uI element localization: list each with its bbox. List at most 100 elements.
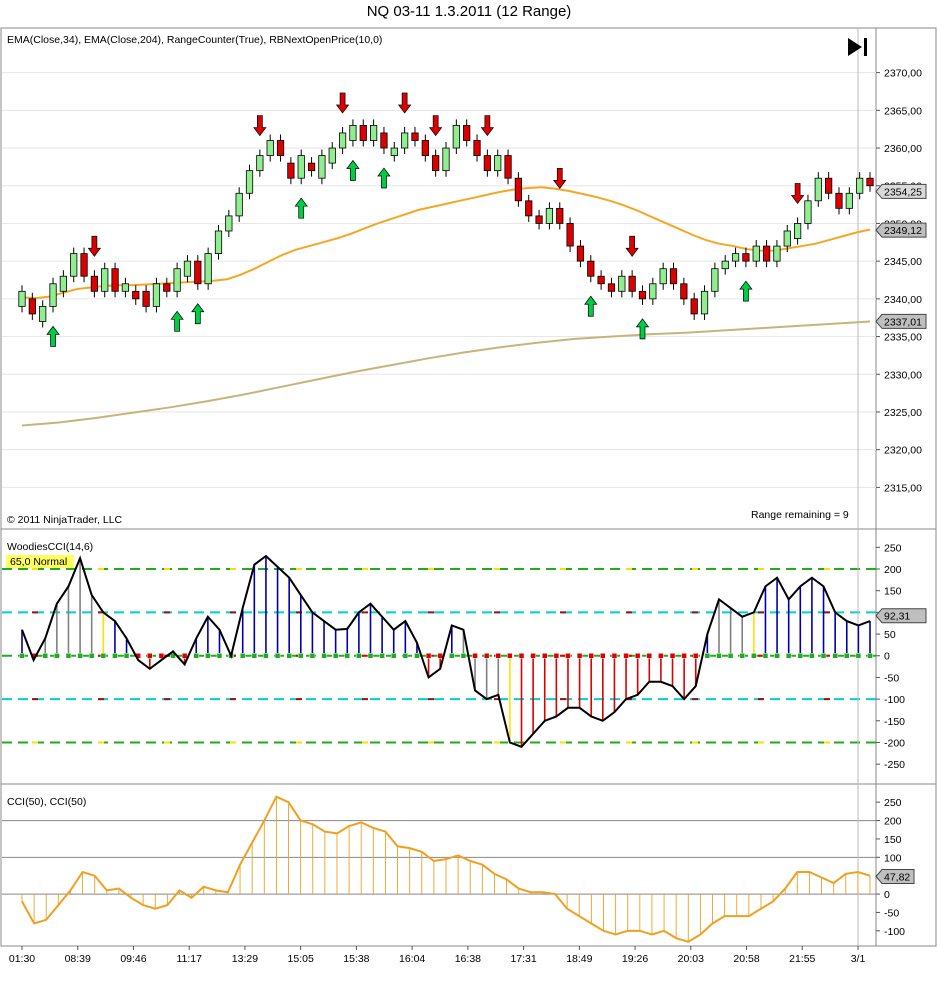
buy-arrow-icon <box>294 197 308 219</box>
woodies-zero-marker <box>541 652 548 659</box>
buy-arrow-icon <box>584 295 598 317</box>
up-candle <box>173 268 181 292</box>
woodies-zero-marker <box>739 652 745 659</box>
woodies-tick-label: -100 <box>884 694 905 706</box>
woodies-zero-marker <box>77 652 83 659</box>
woodies-zero-marker <box>449 652 455 659</box>
sell-arrow-icon <box>253 115 267 137</box>
woodies-zero-marker <box>727 652 734 659</box>
woodies-zero-marker <box>797 652 804 659</box>
sell-arrow-icon <box>790 183 805 205</box>
up-candle <box>225 215 233 232</box>
woodies-zero-marker <box>100 652 107 659</box>
down-candle <box>359 125 367 141</box>
down-candle <box>504 155 512 179</box>
woodies-zero-marker <box>681 652 687 659</box>
up-candle <box>401 132 409 149</box>
up-candle <box>328 147 336 164</box>
time-tick-label: 19:26 <box>622 953 648 965</box>
down-candle <box>576 245 585 262</box>
woodies-cci-line <box>21 554 871 748</box>
buy-arrow-icon <box>635 318 650 340</box>
up-candle <box>390 147 398 156</box>
up-candle <box>39 305 47 322</box>
woodies-tick-label: -250 <box>884 759 905 771</box>
down-candle <box>628 275 636 292</box>
down-candle <box>566 223 574 247</box>
woodies-zero-marker <box>65 652 72 659</box>
woodies-zero-marker <box>216 652 223 659</box>
play-next-icon[interactable] <box>848 38 867 56</box>
up-candle <box>618 275 626 292</box>
woodies-zero-marker <box>414 652 420 659</box>
cci-tick-label: 150 <box>884 834 902 846</box>
woodies-zero-marker <box>344 652 351 659</box>
down-candle <box>163 283 171 292</box>
down-candle <box>28 298 36 315</box>
woodies-zero-marker <box>565 652 571 659</box>
up-candle <box>794 223 802 239</box>
down-candle <box>638 290 647 300</box>
woodies-zero-marker <box>309 652 316 659</box>
cci-tick-label: 0 <box>884 889 890 901</box>
up-candle <box>721 260 729 270</box>
woodies-zero-marker <box>402 652 409 659</box>
up-candle <box>49 283 57 307</box>
woodies-zero-marker <box>774 652 780 659</box>
price-panel-frame <box>0 27 937 530</box>
cci-tick-label: 250 <box>884 797 902 809</box>
down-candle <box>742 253 750 262</box>
time-tick-label: 16:38 <box>455 953 481 965</box>
woodies-zero-marker <box>54 652 60 659</box>
price-tick-label: 2325,00 <box>884 407 922 419</box>
up-candle <box>214 230 223 255</box>
up-candle <box>804 200 812 224</box>
up-candle <box>370 125 378 141</box>
price-flag-label: 2354,25 <box>884 186 922 198</box>
up-candle <box>773 245 781 262</box>
price-tick-label: 2315,00 <box>884 482 922 494</box>
price-tick-label: 2345,00 <box>884 256 922 268</box>
up-candle <box>814 177 822 202</box>
woodies-zero-marker <box>298 652 304 659</box>
down-candle <box>132 290 140 300</box>
down-candle <box>473 140 481 156</box>
up-candle <box>442 147 450 172</box>
woodies-zero-marker <box>356 652 362 659</box>
down-candle <box>432 155 440 172</box>
up-candle <box>18 290 26 307</box>
down-candle <box>525 200 533 217</box>
woodies-zero-marker <box>472 652 478 659</box>
price-flag-label: 2337,01 <box>884 316 922 328</box>
woodies-zero-marker <box>507 652 513 659</box>
time-tick-label: 01:30 <box>9 953 35 965</box>
woodies-zero-marker <box>123 652 130 659</box>
up-candle <box>783 230 791 247</box>
price-tick-label: 2360,00 <box>884 143 922 155</box>
cci-value-flag <box>875 868 915 884</box>
woodies-zero-marker <box>820 652 827 659</box>
sell-arrow-icon <box>335 92 350 114</box>
price-flag <box>875 183 927 199</box>
up-candle <box>235 192 243 217</box>
time-tick-label: 18:49 <box>566 953 592 965</box>
sell-arrow-icon <box>397 92 412 114</box>
down-candle <box>483 155 491 172</box>
price-plot <box>18 92 874 427</box>
sell-arrow-icon <box>87 235 102 257</box>
woodies-value-flag <box>875 608 927 624</box>
time-tick-label: 21:55 <box>789 953 815 965</box>
down-candle <box>142 290 150 307</box>
woodies-zero-marker <box>181 652 188 659</box>
woodies-zero-marker <box>669 652 676 659</box>
time-tick-label: 15:05 <box>288 953 314 965</box>
woodies-zero-marker <box>809 652 815 659</box>
woodies-zero-marker <box>460 652 467 659</box>
up-candle <box>245 170 254 194</box>
woodies-value-flag-label: 92,31 <box>884 611 910 623</box>
woodies-zero-marker <box>367 652 374 659</box>
up-candle <box>856 177 864 194</box>
woodies-zero-marker <box>321 652 327 659</box>
